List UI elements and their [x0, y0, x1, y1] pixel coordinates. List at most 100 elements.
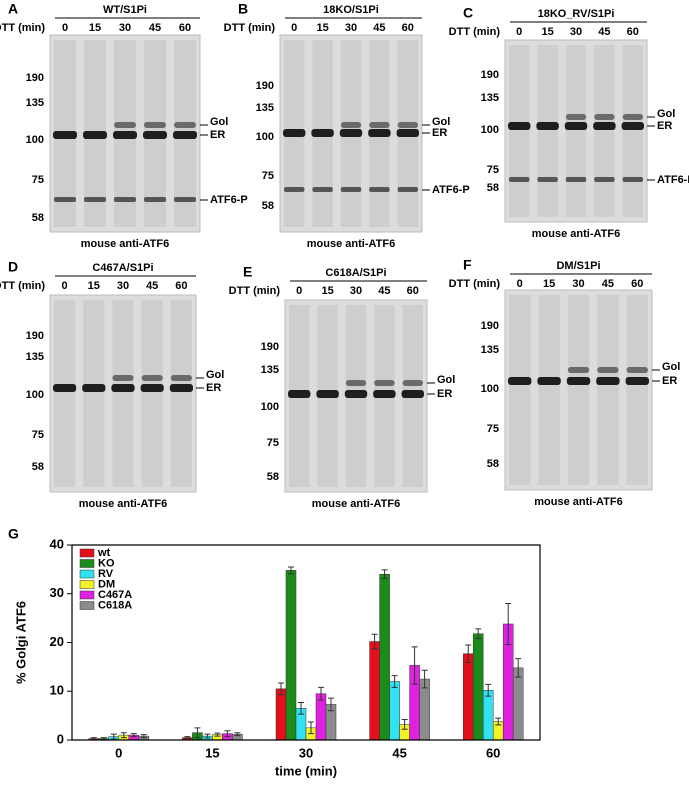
- error-bar: [234, 732, 241, 737]
- gol-band: [144, 122, 166, 128]
- panel-label: F: [463, 257, 472, 273]
- x-tick-label: 0: [115, 745, 122, 760]
- gol-band: [340, 122, 362, 128]
- mw-marker: 75: [32, 429, 44, 441]
- panel-label: G: [8, 526, 19, 542]
- lane-label: 15: [89, 22, 101, 34]
- legend-swatch: [79, 601, 95, 610]
- er-band: [368, 129, 391, 137]
- error-bar: [318, 686, 324, 701]
- er-band: [140, 384, 164, 392]
- lane-smear: [597, 295, 619, 485]
- mw-marker: 75: [267, 437, 279, 449]
- dtt-label: DTT (min): [0, 22, 45, 34]
- mw-marker: 190: [26, 72, 44, 84]
- er-band: [508, 122, 531, 130]
- lane-smear: [141, 300, 163, 487]
- error-bar: [120, 732, 127, 739]
- mw-marker: 190: [261, 341, 279, 353]
- blot-title: 18KO_RV/S1Pi: [538, 8, 615, 20]
- bar: [315, 693, 327, 741]
- mw-marker: 190: [26, 330, 44, 342]
- lane-label: 45: [602, 278, 614, 290]
- lane-label: 60: [402, 22, 414, 34]
- legend-label: DM: [98, 578, 115, 590]
- error-bar: [308, 721, 314, 735]
- lane-label: 30: [572, 278, 584, 290]
- band-label: Gol: [437, 374, 455, 386]
- error-bar: [278, 682, 284, 696]
- bar: [369, 641, 380, 741]
- legend-swatch: [79, 590, 95, 600]
- legend-label: C467A: [98, 589, 132, 601]
- gol-band: [170, 375, 192, 381]
- blot-title: DM/S1Pi: [556, 260, 600, 272]
- error-bar: [495, 717, 502, 726]
- lane-label: 60: [631, 278, 643, 290]
- error-bar: [465, 644, 472, 663]
- gol-band: [567, 367, 590, 373]
- bar: [275, 688, 287, 741]
- lane-label: 45: [378, 285, 390, 297]
- band-label: ATF6-P: [657, 174, 689, 186]
- p-band: [622, 177, 643, 182]
- er-band: [288, 390, 311, 398]
- bar: [379, 574, 390, 741]
- gol-band: [114, 122, 136, 128]
- axes: [71, 544, 541, 741]
- mw-marker: 58: [262, 200, 274, 212]
- gol-band: [397, 122, 418, 128]
- gol-band: [597, 367, 619, 373]
- er-band: [396, 129, 419, 137]
- er-band: [596, 377, 620, 385]
- lane-label: 0: [516, 26, 522, 38]
- lane-label: 30: [570, 26, 582, 38]
- antibody-label: mouse anti-ATF6: [312, 498, 400, 510]
- error-bar: [401, 719, 408, 730]
- lane-smear: [509, 295, 531, 485]
- dtt-label: DTT (min): [449, 26, 501, 38]
- p-band: [84, 197, 106, 202]
- band-label: Gol: [432, 116, 450, 128]
- lane-label: 45: [373, 22, 385, 34]
- er-band: [537, 377, 561, 385]
- p-band: [144, 197, 166, 202]
- x-tick-label: 15: [205, 745, 219, 760]
- band-label: ATF6-P: [432, 184, 470, 196]
- mw-marker: 100: [481, 383, 499, 395]
- er-band: [113, 131, 137, 139]
- y-tick-label: 10: [50, 683, 64, 698]
- lane-label: 15: [316, 22, 328, 34]
- error-bar: [328, 697, 334, 712]
- lane-label: 15: [541, 26, 553, 38]
- panel-label: C: [463, 5, 473, 21]
- x-axis-label: time (min): [275, 763, 337, 778]
- legend-label: KO: [98, 557, 115, 569]
- p-band: [369, 187, 390, 192]
- p-band: [509, 177, 530, 182]
- band-label: ER: [437, 388, 452, 400]
- bar: [482, 690, 494, 741]
- mw-marker: 58: [487, 182, 499, 194]
- mw-marker: 75: [262, 170, 274, 182]
- x-tick-label: 60: [486, 745, 500, 760]
- er-band: [566, 377, 591, 385]
- mw-marker: 75: [32, 174, 44, 186]
- error-bar: [475, 628, 482, 640]
- p-band: [54, 197, 76, 202]
- band-label: ER: [662, 375, 677, 387]
- mw-marker: 58: [267, 471, 279, 483]
- er-band: [283, 129, 306, 137]
- gol-band: [626, 367, 648, 373]
- lane-smear: [54, 300, 76, 487]
- dtt-label: DTT (min): [224, 22, 276, 34]
- blot-title: C618A/S1Pi: [325, 267, 386, 279]
- mw-marker: 100: [26, 389, 44, 401]
- panel-label: B: [238, 1, 248, 17]
- lane-smear: [594, 45, 615, 217]
- mw-marker: 190: [481, 69, 499, 81]
- panel-label: E: [243, 264, 252, 280]
- band-label: Gol: [206, 369, 224, 381]
- lane-label: 45: [149, 22, 161, 34]
- band-label: ER: [206, 382, 221, 394]
